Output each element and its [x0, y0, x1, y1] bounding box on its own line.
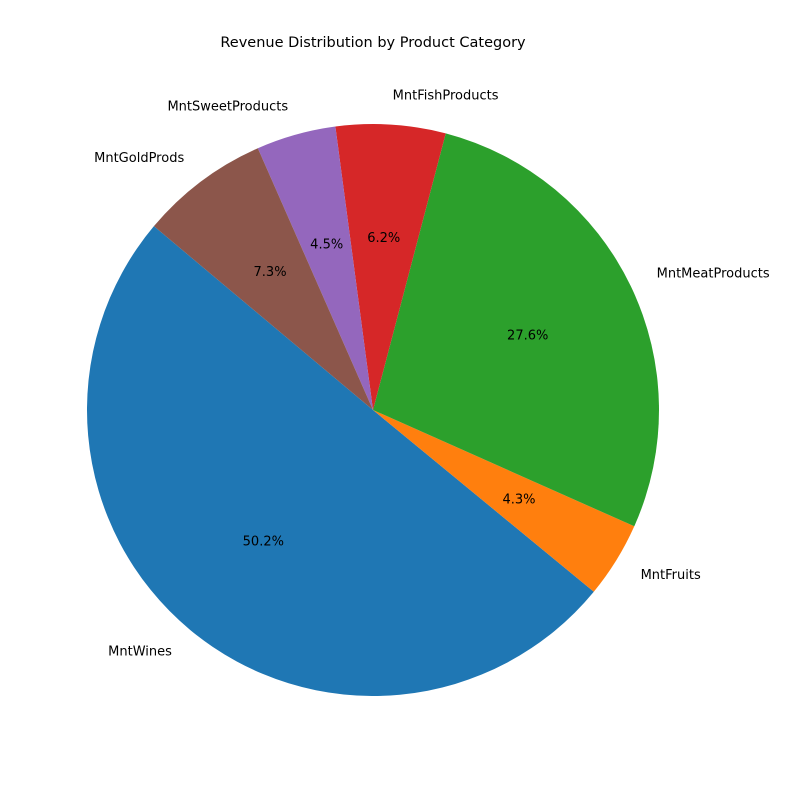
pie-slice-mnt-meat-products: [373, 133, 659, 527]
pie-slice-mnt-fish-products: [335, 124, 446, 410]
slice-percent-mnt-wines: 50.2%: [243, 534, 284, 549]
pie-slice-mnt-fruits: [373, 410, 635, 592]
slice-label-mnt-wines: MntWines: [108, 644, 172, 659]
pie-slice-mnt-gold-prods: [153, 148, 373, 410]
slice-label-mnt-gold-prods: MntGoldProds: [94, 151, 184, 166]
slice-percent-mnt-fruits: 4.3%: [502, 493, 535, 508]
pie-slices: [86, 124, 659, 697]
pie-slice-mnt-sweet-products: [257, 126, 373, 411]
slice-percent-mnt-gold-prods: 7.3%: [254, 265, 287, 280]
pie-slice-mnt-wines: [86, 226, 594, 697]
slice-percent-mnt-meat-products: 27.6%: [507, 328, 548, 343]
slice-label-mnt-fish-products: MntFishProducts: [393, 89, 499, 104]
slice-label-mnt-fruits: MntFruits: [641, 568, 701, 583]
slice-percent-mnt-sweet-products: 4.5%: [310, 237, 343, 252]
slice-label-mnt-meat-products: MntMeatProducts: [657, 266, 770, 281]
pie-labels: MntWines 50.2% MntFruits 4.3% MntMeatProduct…: [94, 89, 770, 660]
slice-percent-mnt-fish-products: 6.2%: [367, 231, 400, 246]
slice-label-mnt-sweet-products: MntSweetProducts: [167, 100, 288, 115]
chart-title: Revenue Distribution by Product Category: [220, 35, 526, 51]
